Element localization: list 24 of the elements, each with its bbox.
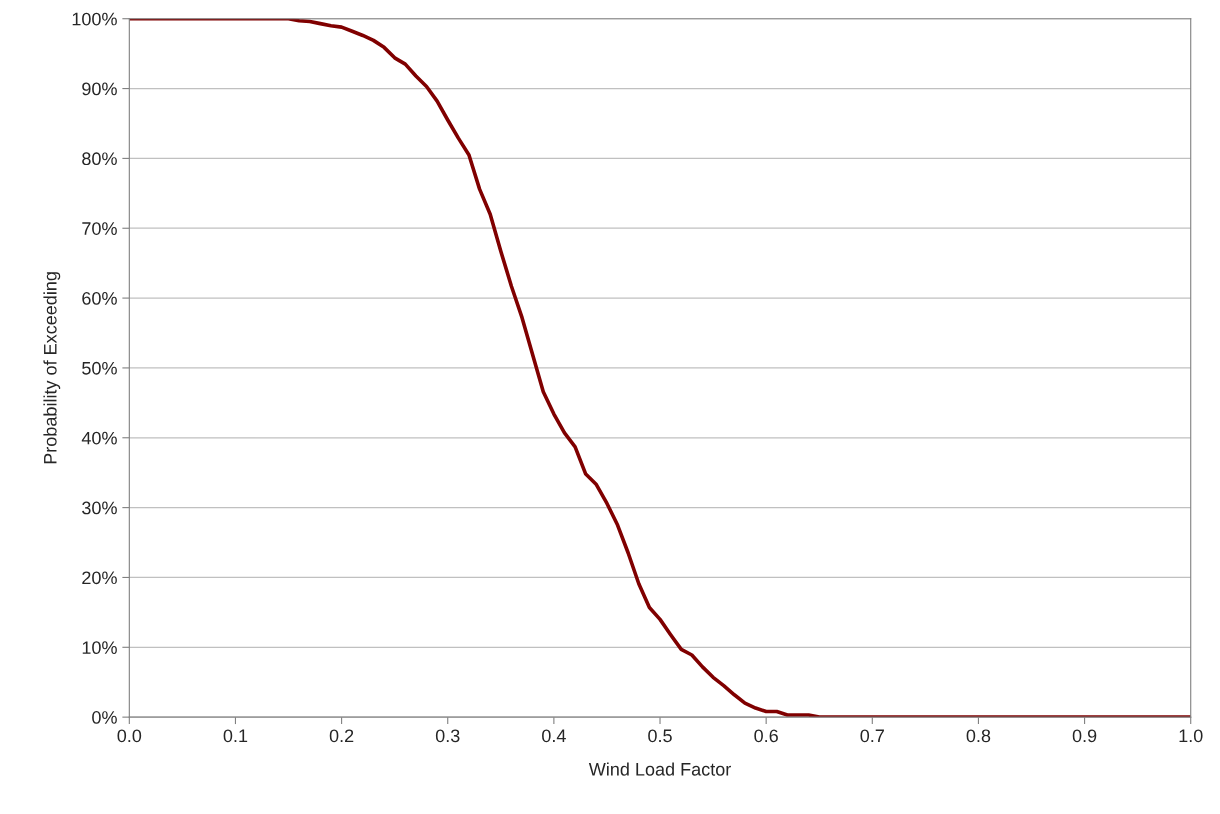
y-tick-label: 60% xyxy=(82,292,117,305)
x-tick-label: 0.0 xyxy=(117,729,142,743)
x-tick-label: 0.4 xyxy=(542,729,566,743)
x-tick-label: 0.6 xyxy=(754,729,778,743)
y-tick-label: 100% xyxy=(72,12,117,26)
y-tick-label: 80% xyxy=(82,152,117,166)
x-tick-label: 0.9 xyxy=(1072,729,1097,743)
y-tick-label: 10% xyxy=(82,641,117,655)
x-tick-label: 0.8 xyxy=(966,729,991,743)
x-tick-label: 0.7 xyxy=(860,729,884,743)
y-axis-title: Probability of Exceeding xyxy=(43,272,61,464)
y-tick-label: 50% xyxy=(82,361,117,375)
x-tick-label: 0.5 xyxy=(648,729,672,743)
y-tick-label: 90% xyxy=(82,82,117,96)
x-tick-label: 0.3 xyxy=(435,729,460,743)
x-tick-label: 0.1 xyxy=(223,729,248,743)
y-tick-label: 70% xyxy=(82,222,117,235)
x-tick-label: 1.0 xyxy=(1179,729,1203,743)
y-tick-label: 20% xyxy=(82,571,117,585)
x-axis-title: Wind Load Factor xyxy=(588,762,731,776)
y-tick-label: 40% xyxy=(81,431,117,445)
x-tick-label: 0.2 xyxy=(329,729,354,743)
y-tick-label: 30% xyxy=(82,501,117,515)
y-tick-label: 0% xyxy=(92,711,117,724)
